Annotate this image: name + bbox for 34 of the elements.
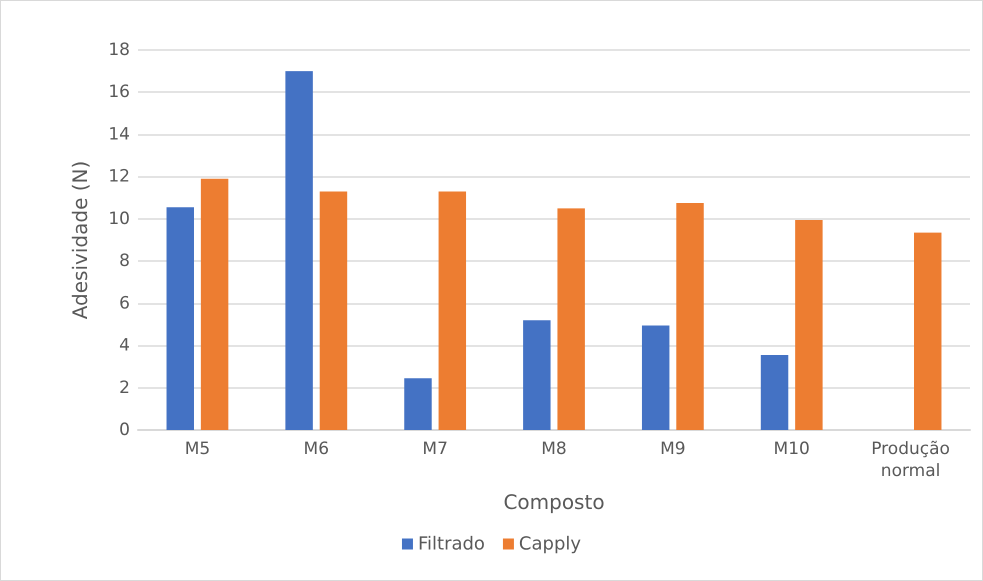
- legend-label: Capply: [518, 534, 582, 554]
- bar: [285, 71, 313, 430]
- x-tick-label: M9: [660, 439, 686, 459]
- bar: [760, 355, 788, 430]
- bar: [676, 203, 704, 430]
- y-tick-label: 16: [108, 82, 130, 102]
- bar: [557, 208, 585, 430]
- bar: [166, 207, 194, 430]
- x-axis-title: Composto: [503, 490, 605, 514]
- bar: [200, 178, 228, 430]
- bar: [642, 326, 670, 430]
- x-tick-label: M7: [422, 439, 448, 459]
- x-tick-label: M6: [304, 439, 330, 459]
- x-tick-label: M5: [184, 439, 210, 459]
- y-tick-label: 10: [108, 208, 130, 229]
- bar: [320, 191, 348, 430]
- bar: [438, 191, 466, 430]
- bar: [523, 320, 551, 430]
- y-tick-label: 2: [119, 378, 130, 398]
- bar: [795, 220, 823, 430]
- bar: [404, 378, 432, 430]
- x-tick-label: M8: [541, 439, 567, 459]
- y-tick-label: 18: [108, 40, 130, 60]
- y-tick-label: 12: [108, 166, 130, 187]
- y-axis-title: Adesividade (N): [68, 160, 92, 320]
- y-tick-label: 4: [119, 336, 130, 356]
- y-tick-label: 0: [119, 420, 130, 440]
- x-tick-label: M10: [774, 439, 810, 459]
- legend-label: Filtrado: [418, 534, 485, 554]
- x-tick-label: Produção normal: [871, 439, 950, 481]
- y-tick-label: 14: [108, 124, 130, 144]
- bar: [914, 232, 942, 430]
- y-tick-label: 6: [119, 293, 130, 314]
- y-tick-label: 8: [119, 251, 130, 272]
